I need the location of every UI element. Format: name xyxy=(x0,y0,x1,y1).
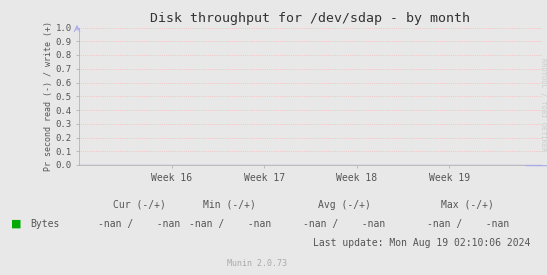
Text: Max (-/+): Max (-/+) xyxy=(441,200,494,210)
Text: Last update: Mon Aug 19 02:10:06 2024: Last update: Mon Aug 19 02:10:06 2024 xyxy=(313,238,531,248)
Text: Bytes: Bytes xyxy=(30,219,60,229)
Text: -nan /    -nan: -nan / -nan xyxy=(427,219,509,229)
Text: Munin 2.0.73: Munin 2.0.73 xyxy=(227,260,287,268)
Text: -nan /    -nan: -nan / -nan xyxy=(304,219,386,229)
Text: -nan /    -nan: -nan / -nan xyxy=(98,219,181,229)
Text: ■: ■ xyxy=(11,219,21,229)
Text: Min (-/+): Min (-/+) xyxy=(203,200,256,210)
Text: Cur (-/+): Cur (-/+) xyxy=(113,200,166,210)
Text: Avg (-/+): Avg (-/+) xyxy=(318,200,371,210)
Y-axis label: Pr second read (-) / write (+): Pr second read (-) / write (+) xyxy=(44,21,53,171)
Title: Disk throughput for /dev/sdap - by month: Disk throughput for /dev/sdap - by month xyxy=(150,12,470,25)
Text: -nan /    -nan: -nan / -nan xyxy=(189,219,271,229)
Text: RRDTOOL / TOBI OETIKER: RRDTOOL / TOBI OETIKER xyxy=(540,58,546,151)
